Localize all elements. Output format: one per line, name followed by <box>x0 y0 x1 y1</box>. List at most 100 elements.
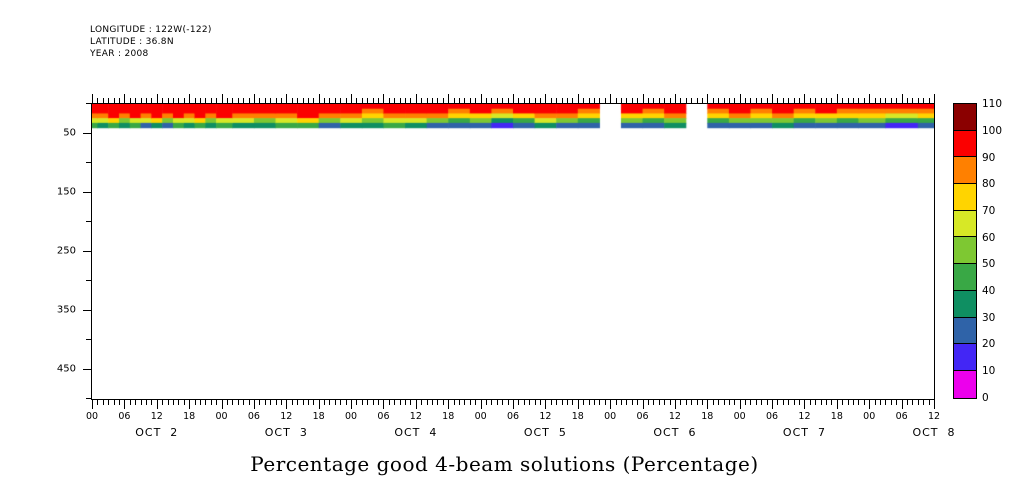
x-tick <box>880 400 882 405</box>
x-tick <box>631 400 633 405</box>
x-tick <box>210 400 212 405</box>
x-tick <box>183 400 185 405</box>
colorbar-band <box>954 290 976 318</box>
x-axis-hour-label: 00 <box>604 411 617 422</box>
x-tick <box>189 94 191 103</box>
x-tick <box>880 98 882 103</box>
x-tick <box>539 400 541 405</box>
x-tick <box>378 400 380 405</box>
x-tick <box>545 400 547 409</box>
x-tick <box>523 98 525 103</box>
x-tick <box>361 400 363 405</box>
x-tick <box>329 400 331 405</box>
x-tick <box>307 98 309 103</box>
x-tick <box>426 98 428 103</box>
x-tick <box>523 400 525 405</box>
x-tick <box>815 400 817 405</box>
x-tick <box>804 400 806 409</box>
x-axis-hour-label: 00 <box>85 411 99 422</box>
x-tick <box>826 98 828 103</box>
x-tick <box>383 400 385 409</box>
colorbar-band <box>954 344 976 371</box>
y-tick <box>83 250 92 252</box>
x-axis-hour-label: 12 <box>539 411 552 422</box>
x-tick <box>631 98 633 103</box>
x-tick <box>593 400 595 405</box>
x-tick <box>674 94 676 103</box>
x-tick <box>701 98 703 103</box>
x-tick <box>831 400 833 405</box>
x-tick <box>718 98 720 103</box>
colorbar-label: 30 <box>982 311 996 324</box>
x-tick <box>145 98 147 103</box>
x-tick <box>437 400 439 405</box>
x-tick <box>545 94 547 103</box>
x-tick <box>642 400 644 409</box>
x-tick <box>782 98 784 103</box>
x-tick <box>459 400 461 405</box>
heatmap-canvas <box>92 104 934 399</box>
y-axis-tick-label: 450 <box>56 363 76 374</box>
x-tick <box>728 400 730 405</box>
x-tick <box>253 94 255 103</box>
x-tick <box>356 400 358 405</box>
x-tick <box>334 400 336 405</box>
x-tick <box>345 98 347 103</box>
x-tick <box>556 98 558 103</box>
x-tick <box>588 98 590 103</box>
colorbar-band <box>954 184 976 211</box>
metadata-year: YEAR : 2008 <box>90 49 149 59</box>
x-tick <box>912 98 914 103</box>
x-tick <box>534 98 536 103</box>
x-tick <box>583 400 585 405</box>
x-tick <box>923 400 925 405</box>
x-axis-hour-label: 06 <box>895 411 908 422</box>
x-tick <box>691 98 693 103</box>
x-tick <box>232 400 234 405</box>
x-tick <box>917 98 919 103</box>
x-tick <box>561 400 563 405</box>
x-tick <box>518 98 520 103</box>
x-tick <box>723 98 725 103</box>
x-tick <box>680 98 682 103</box>
colorbar-label: 0 <box>982 391 989 404</box>
x-tick <box>912 400 914 405</box>
x-tick <box>351 400 353 409</box>
x-tick <box>324 98 326 103</box>
x-tick <box>696 98 698 103</box>
y-tick <box>86 162 92 163</box>
x-tick <box>928 400 930 405</box>
x-tick <box>572 400 574 405</box>
x-tick <box>907 400 908 405</box>
x-tick <box>615 98 617 103</box>
x-axis-hour-label: 06 <box>506 411 520 422</box>
x-tick <box>707 400 709 409</box>
y-tick <box>86 398 92 399</box>
x-tick <box>172 400 174 405</box>
x-tick <box>853 400 855 405</box>
x-tick <box>842 98 844 103</box>
x-tick <box>442 98 444 103</box>
x-tick <box>566 400 568 405</box>
x-tick <box>491 400 493 405</box>
x-tick <box>923 98 925 103</box>
y-tick <box>83 132 92 134</box>
x-tick <box>415 400 417 409</box>
x-tick <box>378 98 380 103</box>
x-tick <box>691 400 693 405</box>
x-tick <box>448 94 450 103</box>
y-axis-tick-label: 250 <box>56 245 76 256</box>
x-tick <box>248 400 250 405</box>
x-tick <box>734 98 736 103</box>
x-tick <box>534 400 536 405</box>
x-tick <box>680 400 682 405</box>
x-axis-hour-label: 12 <box>280 411 293 422</box>
x-axis-hour-label: 00 <box>215 411 228 422</box>
x-tick <box>766 400 768 405</box>
x-tick <box>334 98 336 103</box>
x-tick <box>745 400 747 405</box>
x-tick <box>826 400 828 405</box>
x-tick <box>858 400 860 405</box>
x-axis-hour-label: 06 <box>766 411 779 422</box>
x-tick <box>901 94 903 103</box>
